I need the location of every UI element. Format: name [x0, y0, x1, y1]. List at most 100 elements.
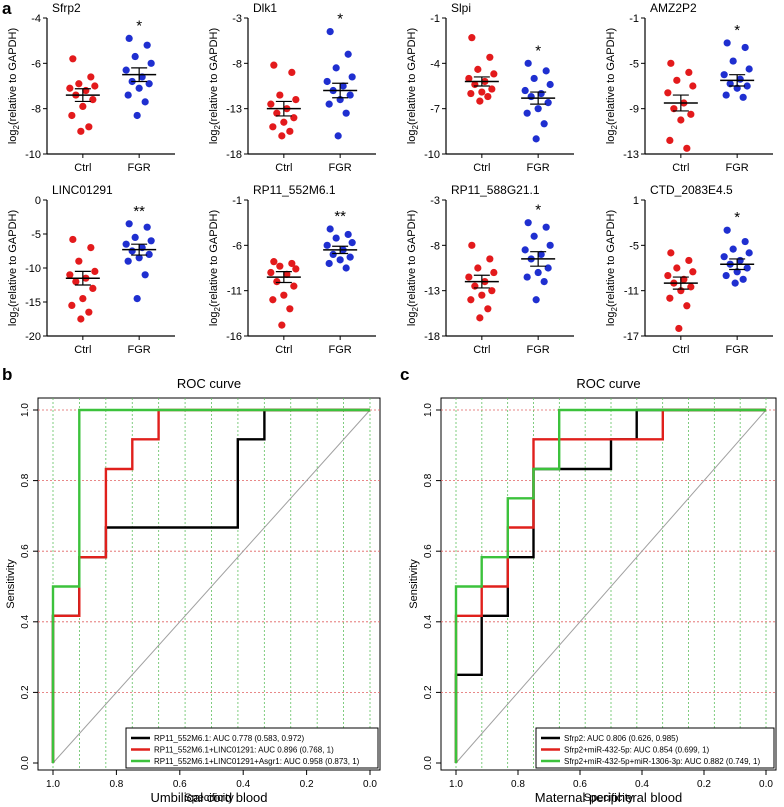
data-point-fgr [532, 296, 540, 304]
y-tick-label: -8 [31, 104, 41, 116]
data-point-fgr [125, 34, 133, 43]
data-point-fgr [131, 233, 139, 241]
legend-box [535, 727, 775, 769]
y-tick-label: -3 [430, 195, 440, 207]
data-point-ctrl [490, 268, 498, 277]
data-point-ctrl [667, 249, 675, 257]
x-tick-label: 0.8 [109, 779, 123, 790]
dot-plot-rp11-588g21-1: RP11_588G21.1 -3 -8 -13 -18 Ctrl FGR log2(relat… [406, 183, 574, 356]
x-tick-label: 0.2 [697, 779, 711, 790]
data-point-fgr [521, 246, 529, 254]
y-axis-label: log2(relative to GAPDH) [7, 28, 21, 144]
data-point-fgr [326, 28, 334, 36]
x-tick-label: Ctrl [672, 162, 689, 174]
data-point-fgr [723, 226, 731, 234]
data-point-fgr [348, 73, 356, 81]
data-point-ctrl [288, 259, 296, 268]
data-point-ctrl [290, 282, 298, 290]
data-point-ctrl [77, 127, 85, 135]
y-tick-label: 1 [633, 195, 639, 207]
data-point-fgr [739, 275, 747, 283]
data-point-ctrl [689, 82, 697, 90]
data-point-ctrl [89, 96, 97, 104]
roc-curve-green [51, 408, 370, 763]
x-tick-label: FGR [726, 344, 749, 356]
data-point-fgr [344, 230, 352, 239]
x-tick-label: 1.0 [46, 779, 60, 790]
data-point-fgr [124, 91, 132, 99]
data-point-ctrl [471, 282, 479, 290]
legend-label: Sfrp2+miR-432-5p: AUC 0.854 (0.699, 1) [564, 746, 710, 755]
data-point-fgr [524, 59, 532, 67]
x-tick-label: 0.2 [300, 779, 314, 790]
y-tick-label: -6 [31, 58, 41, 70]
data-point-ctrl [666, 294, 674, 302]
y-tick-label: -16 [226, 331, 242, 343]
legend-label: Sfrp2+miR-432-5p+miR-1306-3p: AUC 0.882 … [564, 757, 760, 766]
plot-title: Sfrp2 [52, 1, 81, 15]
data-point-ctrl [685, 68, 693, 76]
data-point-ctrl [468, 34, 476, 42]
data-point-fgr [532, 135, 540, 143]
data-point-fgr [741, 237, 749, 246]
data-point-fgr [542, 67, 550, 75]
data-point-ctrl [267, 100, 275, 108]
data-point-ctrl [290, 114, 298, 122]
y-tick-label: -13 [226, 104, 242, 116]
data-point-ctrl [288, 68, 296, 76]
x-tick-label: 0.8 [511, 779, 525, 790]
y-tick-label: -1 [232, 195, 242, 207]
data-point-ctrl [486, 53, 494, 61]
data-point-fgr [524, 219, 532, 227]
dot-plot-ctd-2083e4-5: CTD_2083E4.5 1 -5 -11 -17 Ctrl FGR log2(relativ… [605, 183, 773, 356]
data-point-fgr [540, 278, 548, 286]
x-tick-label: Ctrl [672, 344, 689, 356]
data-point-fgr [743, 264, 751, 272]
y-tick-label: -5 [31, 229, 41, 241]
y-tick-label: 0.2 [423, 685, 434, 699]
y-tick-label: -4 [430, 58, 440, 70]
y-axis-label: log2(relative to GAPDH) [406, 210, 420, 326]
x-tick-label: FGR [128, 162, 151, 174]
x-tick-label: FGR [329, 344, 352, 356]
data-point-ctrl [283, 270, 291, 278]
x-tick-label: FGR [726, 162, 749, 174]
data-point-fgr [540, 120, 548, 128]
plot-frame [37, 397, 381, 771]
data-point-ctrl [673, 76, 681, 84]
data-point-ctrl [91, 267, 99, 275]
dot-plot-amz2p2: AMZ2P2 -1 -5 -9 -13 Ctrl FGR log2(relative to G… [605, 1, 773, 174]
y-tick-label: -15 [25, 297, 41, 309]
y-tick-label: -10 [25, 149, 41, 161]
data-point-fgr [731, 279, 739, 287]
data-point-ctrl [69, 235, 77, 244]
x-tick-label: Ctrl [74, 162, 91, 174]
data-point-ctrl [468, 241, 476, 249]
data-point-ctrl [273, 109, 281, 117]
data-point-ctrl [664, 89, 672, 97]
data-point-fgr [530, 74, 538, 83]
data-point-ctrl [677, 116, 685, 124]
data-point-fgr [723, 39, 731, 47]
data-point-fgr [720, 71, 728, 79]
data-point-ctrl [488, 85, 496, 93]
roc-plots: ROC curve 1.0 0.8 0.6 0.4 0.2 0.0 0.0 0.2 0.4 0.6 0… [5, 376, 777, 805]
significance-marker: * [535, 202, 541, 219]
data-point-fgr [743, 82, 751, 90]
data-point-ctrl [89, 284, 97, 292]
plot-title: LINC01291 [52, 183, 113, 197]
y-tick-label: -20 [25, 331, 41, 343]
legend-label: RP11_552M6.1+LINC01291: AUC 0.896 (0.768… [154, 746, 334, 755]
data-point-fgr [521, 86, 529, 95]
data-point-fgr [122, 240, 130, 248]
data-point-ctrl [465, 74, 473, 83]
data-point-fgr [346, 91, 354, 99]
plot-title: CTD_2083E4.5 [650, 183, 733, 197]
y-tick-label: -13 [623, 149, 639, 161]
data-point-ctrl [664, 271, 672, 280]
data-point-ctrl [276, 91, 284, 99]
x-tick-label: Ctrl [275, 162, 292, 174]
roc-subtitle: Maternal peripheral blood [535, 790, 682, 805]
data-point-fgr [339, 82, 347, 90]
